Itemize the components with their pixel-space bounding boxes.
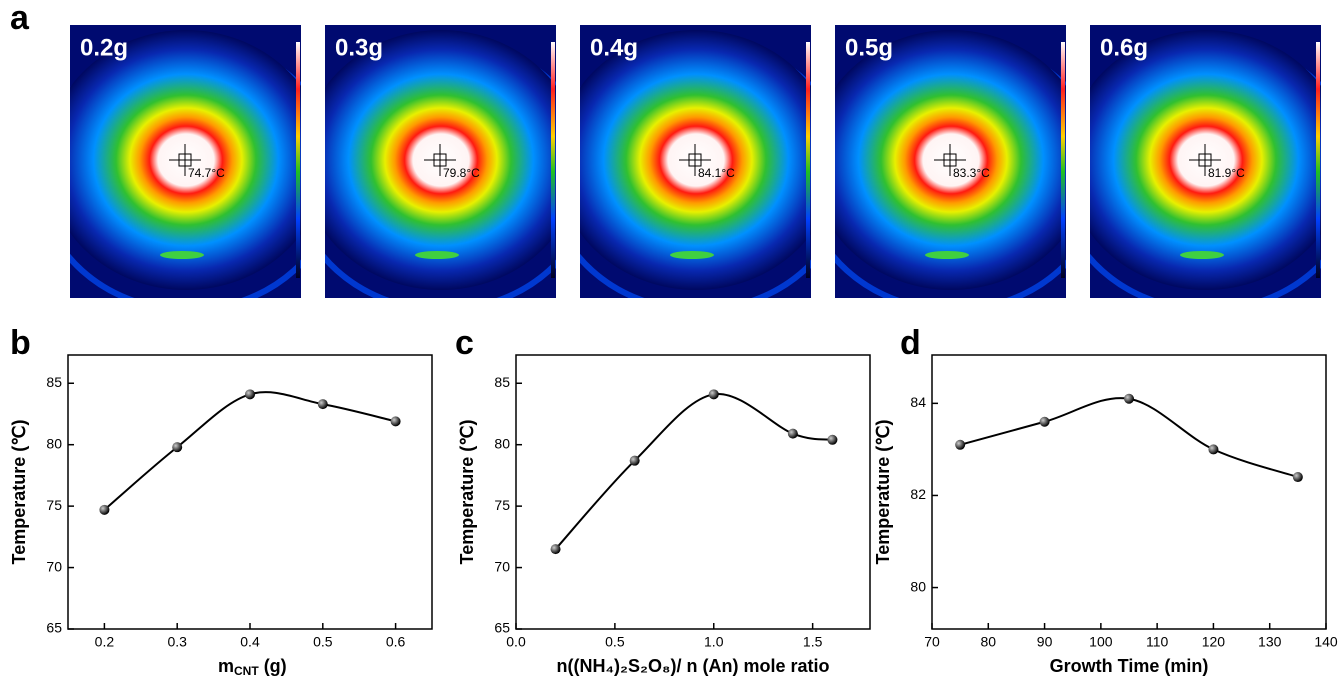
x-axis-label: Growth Time (min) bbox=[1050, 656, 1209, 676]
data-point bbox=[708, 389, 719, 400]
y-tick-label: 82 bbox=[910, 486, 926, 502]
colorbar bbox=[806, 42, 810, 278]
data-point bbox=[827, 434, 838, 445]
x-tick-label: 70 bbox=[924, 634, 940, 650]
x-tick-label: 0.5 bbox=[313, 634, 333, 650]
plot-frame bbox=[931, 354, 1327, 630]
y-tick-label: 80 bbox=[494, 435, 510, 451]
reading: 83.3°C bbox=[953, 166, 990, 180]
thermal-image: 74.7°C bbox=[70, 25, 301, 298]
thermal-image: 84.1°C bbox=[580, 25, 811, 298]
x-tick-label: 90 bbox=[1037, 634, 1053, 650]
y-tick-label: 70 bbox=[46, 558, 62, 574]
fit-line bbox=[554, 393, 833, 550]
x-axis-label: n((NH₄)₂S₂O₈)/ n (An) mole ratio bbox=[557, 656, 830, 676]
x-label-main: m bbox=[218, 656, 234, 676]
thermal-image: 81.9°C bbox=[1090, 25, 1321, 298]
colorbar bbox=[1061, 42, 1065, 278]
data-point bbox=[317, 399, 328, 410]
plot-frame bbox=[515, 354, 871, 630]
image-label: 0.5g bbox=[845, 34, 893, 61]
image-label: 0.3g bbox=[335, 34, 383, 61]
data-point bbox=[245, 389, 255, 400]
x-tick-label: 100 bbox=[1089, 634, 1113, 650]
thermal-image: 83.3°C bbox=[835, 25, 1066, 298]
data-point bbox=[1208, 444, 1219, 455]
y-axis-label: Temperature (℃) bbox=[9, 420, 29, 565]
data-point bbox=[1124, 393, 1134, 404]
y-tick-label: 75 bbox=[46, 497, 62, 513]
reading: 81.9°C bbox=[1208, 166, 1245, 180]
image-label: 0.2g bbox=[80, 34, 128, 61]
image-label: 0.4g bbox=[590, 34, 638, 61]
panel-label: b bbox=[10, 324, 31, 362]
reading: 79.8°C bbox=[443, 166, 480, 180]
thermal-image: 79.8°C bbox=[325, 25, 556, 298]
y-tick-label: 84 bbox=[910, 394, 926, 410]
data-point bbox=[99, 504, 110, 515]
data-point bbox=[390, 416, 401, 427]
data-point bbox=[1292, 472, 1303, 483]
y-tick-label: 80 bbox=[46, 435, 62, 451]
x-axis-label: mCNT (g) bbox=[218, 656, 287, 678]
y-tick-label: 75 bbox=[494, 497, 510, 513]
y-tick-label: 65 bbox=[494, 620, 510, 636]
glow bbox=[670, 251, 714, 259]
x-tick-label: 140 bbox=[1314, 634, 1338, 650]
data-point bbox=[955, 439, 966, 450]
fit-line bbox=[959, 397, 1299, 478]
x-tick-label: 120 bbox=[1202, 634, 1226, 650]
glow bbox=[160, 251, 204, 259]
x-tick-label: 0.5 bbox=[605, 634, 625, 650]
x-tick-label: 0.0 bbox=[506, 634, 526, 650]
fit-line bbox=[103, 391, 396, 511]
panel-label: c bbox=[455, 324, 474, 362]
y-tick-label: 65 bbox=[46, 620, 62, 636]
data-point bbox=[550, 544, 561, 555]
x-tick-label: 0.3 bbox=[167, 634, 187, 650]
image-label: 0.6g bbox=[1100, 34, 1148, 61]
data-point bbox=[172, 442, 183, 453]
panel-label: a bbox=[10, 0, 30, 37]
x-tick-label: 80 bbox=[980, 634, 996, 650]
data-point bbox=[1039, 416, 1050, 427]
x-tick-label: 1.0 bbox=[704, 634, 724, 650]
y-axis-label: Temperature (℃) bbox=[873, 420, 893, 565]
x-tick-label: 0.2 bbox=[95, 634, 115, 650]
x-label-unit: (g) bbox=[264, 656, 287, 676]
glow bbox=[1180, 251, 1224, 259]
y-tick-label: 70 bbox=[494, 558, 510, 574]
reading: 84.1°C bbox=[698, 166, 735, 180]
y-axis-label: Temperature (℃) bbox=[457, 420, 477, 565]
x-tick-label: 0.6 bbox=[386, 634, 406, 650]
reading: 74.7°C bbox=[188, 166, 225, 180]
data-point bbox=[787, 428, 798, 439]
colorbar bbox=[1316, 42, 1320, 278]
x-label-sub: CNT bbox=[234, 664, 259, 678]
x-tick-label: 0.4 bbox=[240, 634, 260, 650]
glow bbox=[925, 251, 969, 259]
y-tick-label: 85 bbox=[46, 374, 62, 390]
y-tick-label: 85 bbox=[494, 374, 510, 390]
y-tick-label: 80 bbox=[910, 578, 926, 594]
data-point bbox=[629, 455, 640, 466]
colorbar bbox=[551, 42, 555, 278]
panel-label: d bbox=[900, 324, 921, 362]
x-tick-label: 110 bbox=[1146, 634, 1169, 650]
glow bbox=[415, 251, 459, 259]
x-tick-label: 130 bbox=[1258, 634, 1282, 650]
colorbar bbox=[296, 42, 300, 278]
x-tick-label: 1.5 bbox=[803, 634, 823, 650]
